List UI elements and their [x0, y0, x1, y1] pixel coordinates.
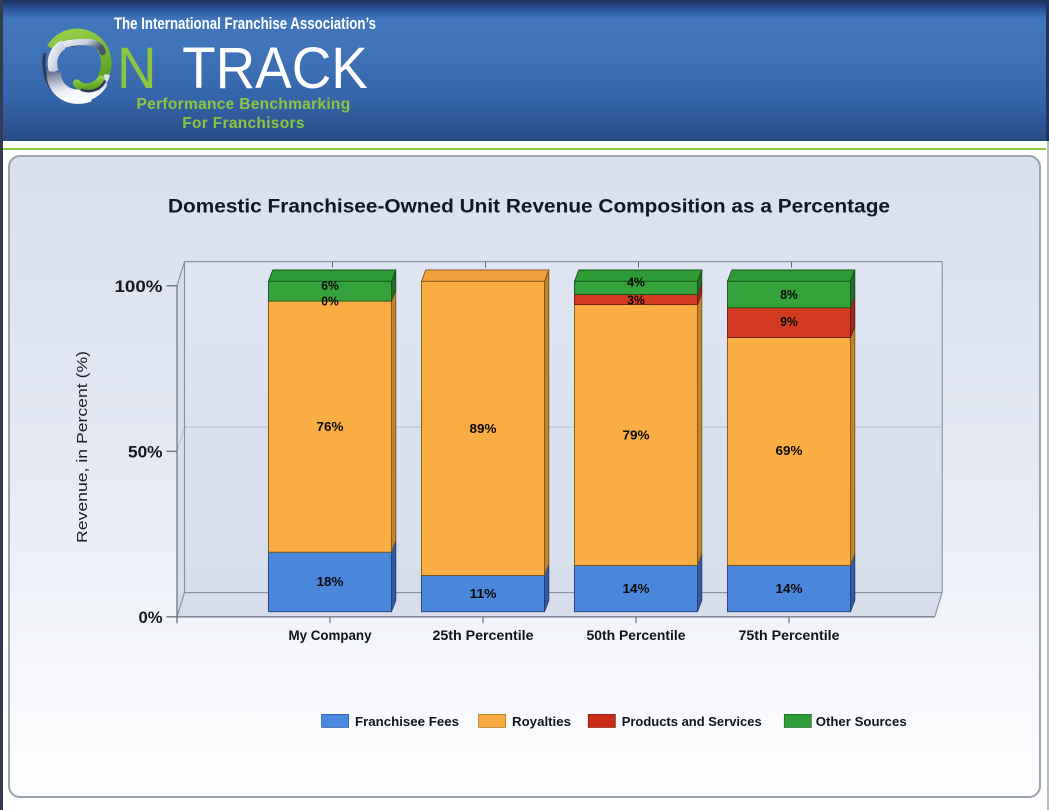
- svg-text:My Company: My Company: [289, 628, 373, 643]
- svg-text:79%: 79%: [623, 428, 650, 442]
- svg-text:25th Percentile: 25th Percentile: [433, 628, 534, 643]
- svg-text:Other Sources: Other Sources: [816, 714, 907, 729]
- svg-text:100%: 100%: [115, 277, 163, 296]
- svg-text:76%: 76%: [317, 420, 344, 434]
- svg-text:9%: 9%: [780, 315, 798, 329]
- svg-text:0%: 0%: [321, 295, 339, 309]
- svg-text:14%: 14%: [776, 582, 803, 596]
- svg-text:6%: 6%: [321, 279, 339, 293]
- svg-text:Royalties: Royalties: [512, 714, 571, 729]
- svg-text:11%: 11%: [470, 587, 497, 601]
- svg-text:75th Percentile: 75th Percentile: [739, 628, 840, 643]
- svg-text:18%: 18%: [317, 575, 344, 589]
- svg-text:Products and Services: Products and Services: [622, 714, 762, 729]
- svg-text:Domestic Franchisee-Owned Unit: Domestic Franchisee-Owned Unit Revenue C…: [168, 196, 890, 218]
- svg-text:69%: 69%: [776, 444, 803, 458]
- svg-text:50th Percentile: 50th Percentile: [587, 628, 686, 643]
- svg-text:0%: 0%: [139, 608, 163, 627]
- svg-text:50%: 50%: [128, 442, 163, 461]
- svg-text:89%: 89%: [470, 422, 497, 436]
- svg-text:Revenue, in Percent (%): Revenue, in Percent (%): [74, 351, 91, 543]
- svg-text:3%: 3%: [627, 293, 645, 307]
- svg-text:14%: 14%: [623, 582, 650, 596]
- svg-text:Franchisee Fees: Franchisee Fees: [355, 714, 459, 729]
- svg-text:8%: 8%: [780, 288, 798, 302]
- svg-text:4%: 4%: [627, 275, 645, 289]
